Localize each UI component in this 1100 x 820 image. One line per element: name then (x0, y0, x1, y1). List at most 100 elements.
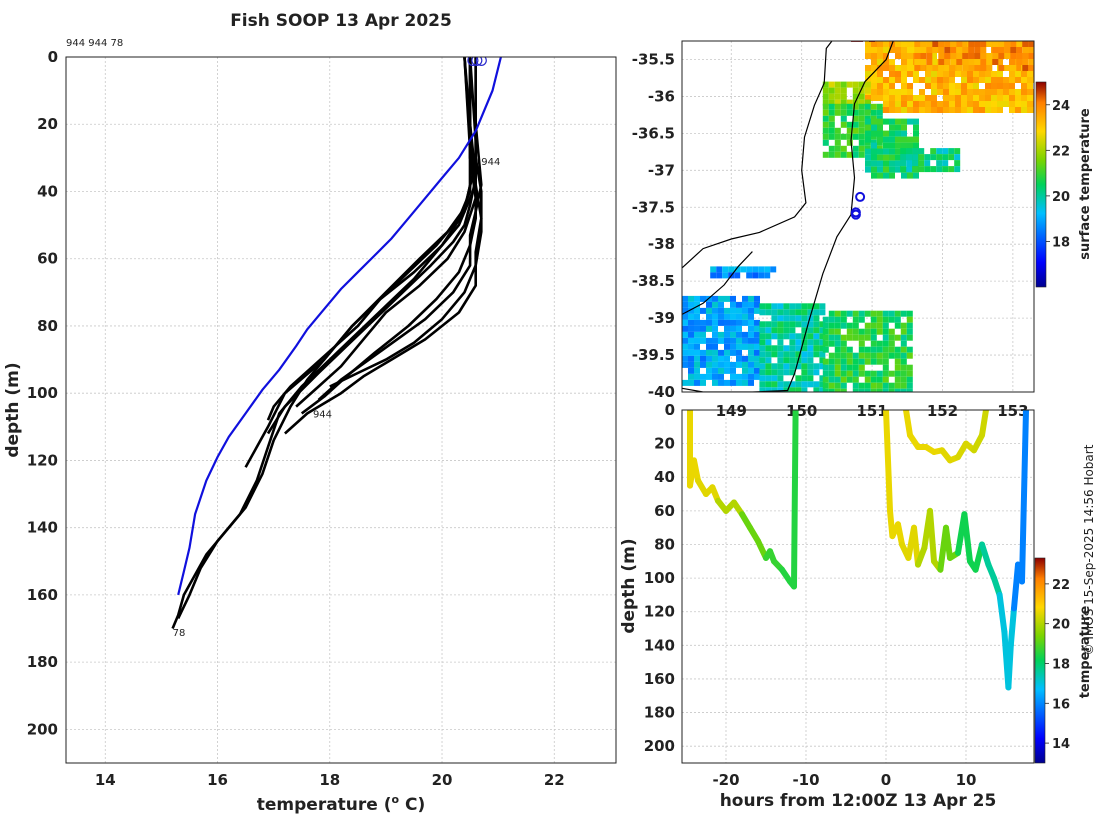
sst-cell (771, 315, 778, 322)
sst-cell (865, 136, 871, 143)
profile-xlabel-main: temperature ( (257, 795, 392, 815)
sst-cell (906, 322, 913, 329)
sst-cell (1004, 41, 1011, 47)
sst-cell (694, 301, 700, 308)
sst-cell (783, 357, 790, 364)
time-colorbar-tick-label: 16 (1052, 697, 1070, 712)
sst-cell (846, 310, 853, 317)
sst-cell (938, 65, 945, 71)
sst-cell (858, 151, 865, 158)
sst-cell (998, 41, 1005, 47)
sst-cell (828, 364, 835, 371)
sst-cell (997, 101, 1003, 107)
sst-cell (901, 83, 907, 89)
sst-cell (943, 95, 949, 101)
sst-cell (840, 358, 847, 365)
sst-cell (931, 89, 937, 95)
sst-cell (871, 95, 877, 101)
sst-cell (736, 319, 742, 326)
sst-cell (914, 53, 921, 59)
sst-cell (877, 53, 883, 59)
sst-cell (771, 321, 778, 328)
sst-cell (961, 77, 967, 83)
sst-cell (852, 358, 859, 365)
sst-cell (724, 313, 730, 320)
sst-cell (813, 333, 820, 340)
sst-cell (777, 351, 784, 358)
sst-cell (865, 124, 871, 131)
sst-cell (942, 166, 949, 173)
sst-cell (901, 65, 907, 71)
sst-cell (771, 345, 778, 352)
sst-cell (871, 160, 877, 167)
sst-cell (882, 316, 889, 323)
sst-cell (937, 83, 943, 89)
sst-cell (819, 333, 826, 340)
sst-cell (865, 77, 871, 83)
sst-cell (955, 101, 961, 107)
sst-cell (807, 345, 814, 352)
sst-cell (932, 65, 939, 71)
sst-cell (852, 316, 859, 323)
sst-cell (883, 89, 889, 95)
sst-cell (907, 71, 913, 77)
profile-line (266, 57, 472, 421)
sst-cell (895, 136, 901, 143)
sst-cell (765, 357, 772, 364)
sst-cell (997, 95, 1003, 101)
sst-cell (949, 107, 955, 113)
sst-cell (718, 349, 724, 356)
sst-cell (807, 327, 814, 334)
sst-cell (706, 349, 712, 356)
sst-cell (865, 71, 871, 77)
sst-cell (688, 325, 694, 332)
map-ytick-label: -38 (648, 235, 675, 253)
sst-cell (694, 361, 700, 368)
sst-cell (924, 166, 931, 173)
sst-cell (857, 30, 863, 36)
sst-cell (700, 355, 706, 362)
sst-cell (840, 382, 847, 389)
sst-cell (834, 145, 841, 152)
sst-cell (954, 154, 961, 161)
sst-cell (889, 118, 895, 125)
sst-cell (783, 381, 790, 388)
sst-cell (710, 272, 717, 279)
sst-cell (724, 379, 730, 386)
sst-cell (748, 307, 754, 314)
sst-cell (822, 382, 829, 389)
sst-cell (807, 363, 814, 370)
sst-cell (822, 364, 829, 371)
sst-cell (819, 309, 826, 316)
sst-cell (852, 388, 859, 392)
sst-cell (748, 373, 754, 380)
sst-cell (765, 327, 772, 334)
sst-cell (992, 41, 999, 47)
sst-cell (828, 121, 835, 128)
sst-cell (901, 142, 907, 149)
sst-cell (894, 322, 901, 329)
sst-cell (752, 272, 759, 279)
sst-cell (813, 303, 820, 310)
sst-cell (852, 376, 859, 383)
sst-cell (961, 71, 967, 77)
sst-cell (694, 295, 700, 302)
sst-cell (694, 307, 700, 314)
sst-cell (877, 118, 883, 125)
sst-cell (967, 89, 973, 95)
sst-cell (742, 307, 748, 314)
sst-cell (954, 160, 961, 167)
sst-cell (931, 101, 937, 107)
sst-cell (938, 59, 945, 65)
sst-cell (718, 301, 724, 308)
sst-cell (889, 47, 895, 53)
profile-xtick-label: 18 (319, 771, 340, 789)
sst-cell (765, 363, 772, 370)
sst-cell (906, 316, 913, 323)
sst-cell (759, 333, 766, 340)
sst-cell (918, 166, 925, 173)
sst-cell (907, 142, 913, 149)
sst-cell (869, 30, 875, 36)
sst-cell (973, 101, 979, 107)
sst-cell (949, 95, 955, 101)
